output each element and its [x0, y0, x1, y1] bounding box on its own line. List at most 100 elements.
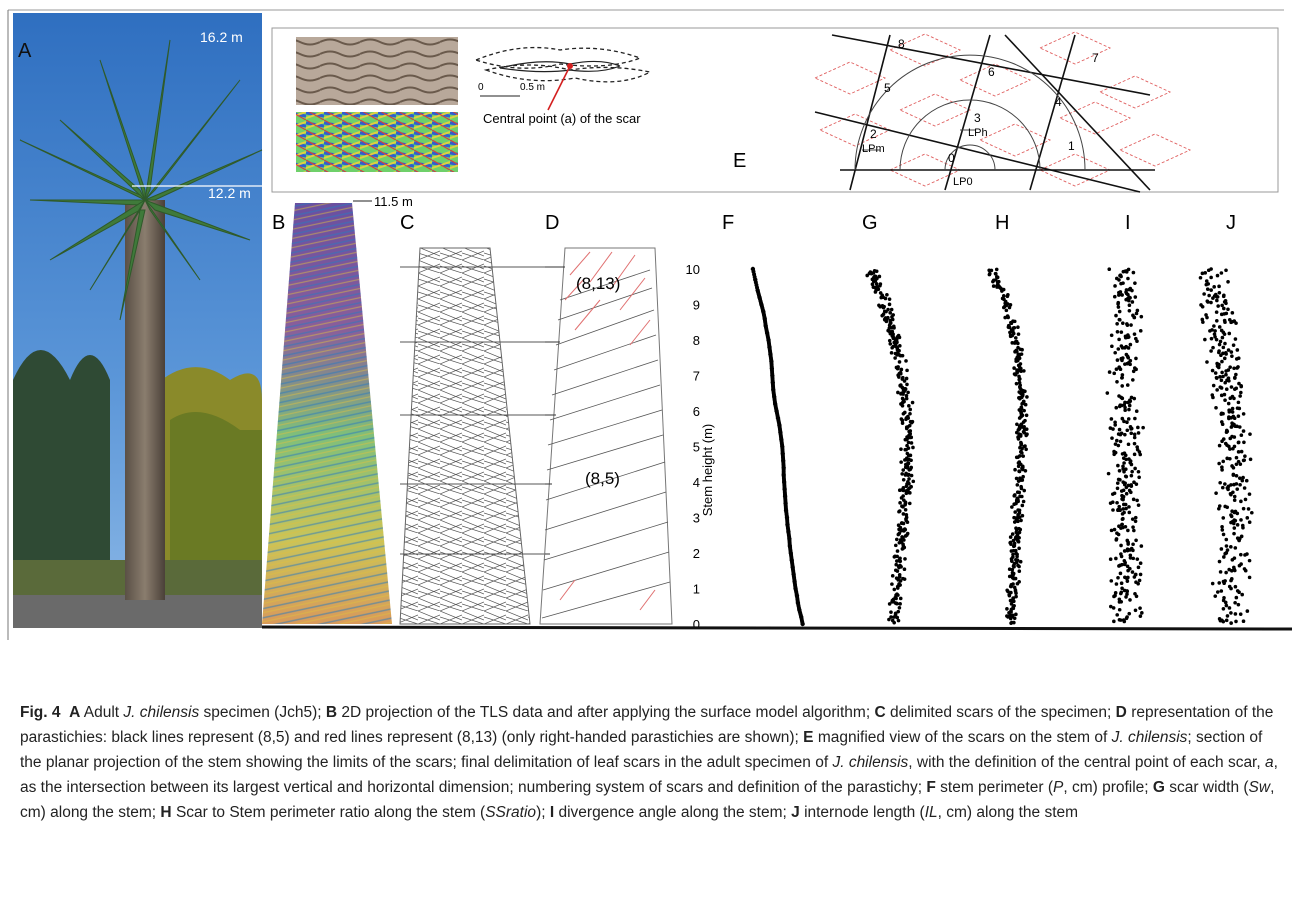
data-point: [889, 307, 894, 312]
data-point: [1126, 542, 1130, 546]
data-point: [1124, 506, 1128, 511]
y-tick-label: 2: [693, 546, 700, 561]
y-tick-label: 4: [693, 475, 700, 490]
data-point: [1113, 284, 1117, 288]
data-point: [888, 321, 893, 325]
x-tick-label: 0.25: [986, 639, 1010, 640]
data-point: [889, 351, 894, 355]
data-point: [1230, 410, 1235, 414]
data-point: [1127, 510, 1132, 515]
parastichy-diagram: [813, 31, 1192, 193]
data-point: [1234, 455, 1239, 460]
data-point: [753, 280, 758, 285]
data-point: [1017, 426, 1022, 431]
data-point: [1017, 546, 1021, 551]
data-point: [789, 552, 794, 557]
data-point: [1114, 405, 1119, 410]
data-point: [1135, 498, 1139, 503]
data-point: [792, 581, 797, 586]
panel-b-label: B: [272, 212, 285, 234]
data-point: [1240, 592, 1245, 597]
data-point: [782, 481, 787, 486]
data-point: [1227, 416, 1231, 421]
data-point: [1224, 387, 1229, 392]
x-tick-label: 0: [819, 639, 826, 640]
data-point: [900, 547, 905, 551]
data-point: [1113, 593, 1117, 598]
panel-c-scars: [399, 247, 531, 625]
y-axis-label: Stem height (m): [700, 424, 715, 516]
data-point: [1021, 399, 1026, 404]
data-point: [1217, 581, 1222, 585]
data-point: [1218, 385, 1223, 389]
data-point: [1210, 328, 1214, 332]
data-point: [797, 609, 802, 614]
panel-g-label: G: [862, 212, 878, 234]
data-point: [1007, 610, 1011, 615]
data-point: [1229, 483, 1233, 487]
x-tick-label: 130: [1108, 639, 1128, 640]
x-tick-label: 5: [1233, 639, 1240, 640]
data-point: [1013, 576, 1018, 581]
data-point: [1233, 337, 1238, 341]
data-point: [768, 353, 773, 358]
data-point: [1015, 483, 1020, 487]
data-point: [1126, 528, 1130, 533]
lp-h-label: LPh: [968, 127, 988, 139]
data-point: [1129, 473, 1134, 478]
data-point: [1138, 614, 1143, 618]
data-point: [1232, 498, 1237, 502]
data-point: [1221, 459, 1226, 464]
data-point: [1015, 490, 1020, 495]
data-point: [1116, 347, 1121, 351]
data-point: [1219, 378, 1224, 383]
data-point: [1219, 411, 1224, 416]
data-point: [905, 464, 910, 469]
caption-j: J: [791, 804, 800, 821]
data-point: [1118, 439, 1123, 444]
data-point: [895, 353, 899, 357]
data-point: [1005, 607, 1009, 611]
panel-f-label: F: [722, 212, 734, 234]
data-point: [1017, 380, 1022, 385]
data-point: [1224, 570, 1228, 575]
data-point: [887, 338, 892, 343]
data-point: [1119, 489, 1124, 493]
data-point: [1113, 442, 1118, 446]
data-point: [1116, 443, 1121, 448]
data-point: [899, 521, 904, 526]
data-point: [1116, 477, 1121, 482]
data-point: [1012, 544, 1017, 548]
data-point: [1119, 330, 1124, 334]
data-point: [784, 510, 789, 515]
data-point: [1117, 318, 1122, 322]
data-point: [1246, 507, 1251, 511]
caption-d: D: [1115, 704, 1127, 721]
data-point: [1111, 606, 1116, 610]
panel-e-heatmap: [296, 112, 458, 172]
data-point: [893, 601, 898, 605]
data-point: [909, 465, 914, 470]
x-tick-label: 0: [1197, 639, 1204, 640]
data-point: [905, 437, 909, 441]
data-point: [1128, 556, 1133, 560]
data-point: [1021, 454, 1025, 458]
data-point: [1250, 510, 1254, 515]
data-point: [1120, 358, 1124, 363]
data-point: [905, 531, 910, 536]
data-point: [906, 480, 910, 484]
data-point: [1119, 554, 1124, 559]
data-point: [1125, 323, 1130, 327]
data-point: [896, 609, 901, 614]
data-point: [904, 489, 909, 493]
data-point: [1132, 435, 1137, 440]
data-point: [909, 435, 914, 440]
data-point: [785, 517, 790, 522]
data-point: [1236, 602, 1241, 607]
scar-num-8: 8: [898, 37, 905, 51]
data-point: [1016, 354, 1020, 358]
data-point: [902, 528, 906, 533]
data-point: [1225, 378, 1229, 383]
data-point: [1227, 606, 1232, 610]
data-point: [1124, 467, 1128, 471]
